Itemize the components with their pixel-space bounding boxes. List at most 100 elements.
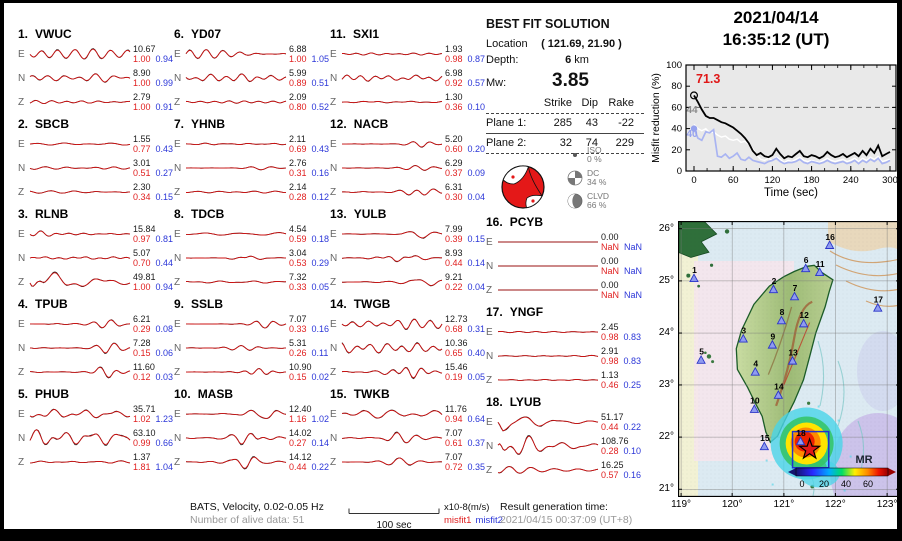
misfit2-value: 0.18 — [311, 234, 330, 244]
channel-label: N — [174, 252, 182, 264]
channel-row: N 2.76 0.31 0.16 — [174, 156, 330, 180]
amplitude-value: 12.73 — [445, 314, 468, 324]
misfit1-value: 0.28 — [289, 192, 307, 202]
plane2-rake: 229 — [615, 137, 634, 149]
map-station-number: 10 — [750, 396, 760, 406]
clvd-item: CLVD 66 % — [566, 192, 609, 210]
channel-label: Z — [174, 96, 181, 108]
channel-label: E — [18, 408, 25, 420]
channel-values: 7.07 0.61 0.37 — [445, 428, 485, 448]
station-number: 10. — [174, 387, 191, 401]
channel-row: E 2.45 0.98 0.83 — [486, 320, 642, 344]
annotation-low-value: 40 — [687, 129, 699, 140]
misfit1-value: 1.00 — [133, 78, 151, 88]
map-station-marker: 10 — [749, 396, 760, 413]
focal-mechanism-beachball-icon — [501, 165, 545, 209]
map-station-marker: 16 — [824, 232, 835, 249]
station-number: 9. — [174, 297, 185, 311]
channel-label: E — [174, 408, 181, 420]
misfit2-value: 0.20 — [467, 144, 486, 154]
misfit1-value: 0.89 — [289, 78, 307, 88]
channel-values: 10.67 1.00 0.94 — [133, 44, 173, 64]
channel-rows: E 7.07 0.33 0.16 N 5.31 0.26 0.11 Z 10.90 … — [174, 312, 330, 384]
channel-label: E — [18, 318, 25, 330]
station-code: YD07 — [191, 27, 222, 41]
clvd-label: CLVD — [587, 191, 610, 201]
channel-values: 2.09 0.80 0.52 — [289, 92, 329, 112]
y-tick-label: 40 — [671, 124, 682, 135]
table-header: Strike Dip Rake — [486, 96, 644, 111]
scalebar-line — [348, 508, 440, 514]
station-panel: 5. PHUB E 35.71 1.02 1.23 N 63.10 0.99 0.66… — [18, 387, 174, 475]
channel-row: Z 9.21 0.22 0.04 — [330, 270, 486, 294]
map-station-marker: 11 — [814, 259, 825, 276]
amplitude-value: 0.00 — [601, 256, 619, 266]
channel-values: 6.88 1.00 1.05 — [289, 44, 329, 64]
map-station-number: 1 — [692, 265, 697, 275]
misfit2-value: 0.40 — [467, 348, 486, 358]
x-tick-label: 120 — [764, 175, 780, 186]
misfit2-value: 0.52 — [311, 102, 330, 112]
map-station-number: 12 — [799, 310, 809, 320]
channel-row: E 15.84 0.97 0.81 — [18, 222, 174, 246]
iso-dot-icon — [566, 153, 583, 157]
misfit1-value: 0.60 — [445, 144, 463, 154]
misfit-series-secondary — [693, 123, 891, 164]
waveform-trace — [497, 378, 599, 381]
waveform-trace — [29, 230, 131, 237]
misfit2-value: 0.37 — [467, 438, 486, 448]
map-station-marker: 12 — [798, 310, 809, 328]
best-fit-solution-panel: BEST FIT SOLUTION Location ( 121.69, 21.… — [486, 17, 644, 220]
misfit2-value: 0.51 — [311, 78, 330, 88]
station-panel: 16. PCYB E 0.00 NaN NaN N 0.00 NaN NaN Z 0.… — [486, 215, 642, 303]
misfit1-value: NaN — [601, 290, 620, 300]
station-panel: 17. YNGF E 2.45 0.98 0.83 N 2.91 0.98 0.83 … — [486, 305, 642, 393]
waveform-trace — [498, 265, 598, 267]
station-map: 1 2 3 4 5 6 7 8 9 10 11 12 13 14 15 16 17 18 MR 0 20 40 60 26°… — [648, 213, 897, 529]
time-scalebar: 100 sec — [348, 503, 440, 529]
channel-row: N 5.07 0.70 0.44 — [18, 246, 174, 270]
x-tick-label: 240 — [843, 175, 859, 186]
channel-label: Z — [174, 186, 181, 198]
misfit1-value: 0.57 — [601, 470, 619, 480]
channel-values: 49.81 1.00 0.94 — [133, 272, 173, 292]
channel-values: 0.00 NaN NaN — [601, 232, 642, 252]
misfit2-value: 1.05 — [311, 54, 330, 64]
station-title: 12. NACB — [330, 117, 486, 132]
channel-row: E 11.76 0.94 0.64 — [330, 402, 486, 426]
station-number: 14. — [330, 297, 347, 311]
channel-row: Z 7.32 0.33 0.05 — [174, 270, 330, 294]
channel-values: 10.90 0.15 0.02 — [289, 362, 329, 382]
misfit1-value: 0.44 — [445, 258, 463, 268]
map-station-number: 13 — [788, 347, 798, 357]
station-panel: 12. NACB E 5.20 0.60 0.20 N 6.29 0.37 0.09 … — [330, 117, 486, 205]
amplitude-value: 7.07 — [445, 452, 463, 462]
channel-label: Z — [18, 96, 25, 108]
channel-label: E — [486, 236, 493, 248]
channel-row: N 7.07 0.61 0.37 — [330, 426, 486, 450]
channel-label: N — [174, 432, 182, 444]
misfit1-value: 1.00 — [133, 282, 151, 292]
misfit1-value: 0.28 — [601, 446, 619, 456]
misfit2-value: 0.94 — [155, 282, 174, 292]
channel-values: 1.93 0.98 0.87 — [445, 44, 485, 64]
amplitude-value: 7.07 — [445, 428, 463, 438]
y-tick-label: 80 — [671, 81, 682, 92]
channel-row: E 51.17 0.44 0.22 — [486, 410, 642, 434]
map-station-number: 6 — [804, 255, 809, 265]
annotation-best-value: 71.3 — [696, 72, 720, 86]
channel-label: E — [18, 228, 25, 240]
channel-label: E — [174, 138, 181, 150]
misfit-series-best-solution — [693, 94, 891, 160]
misfit1-value: NaN — [601, 266, 620, 276]
misfit2-value: 0.06 — [155, 348, 174, 358]
amplitude-value: 35.71 — [133, 404, 156, 414]
channel-row: Z 10.90 0.15 0.02 — [174, 360, 330, 384]
misfit1-value: 0.53 — [289, 258, 307, 268]
channel-row: E 4.54 0.59 0.18 — [174, 222, 330, 246]
map-lat-label: 22° — [658, 431, 674, 443]
channel-label: N — [330, 162, 338, 174]
channel-values: 12.73 0.68 0.31 — [445, 314, 485, 334]
misfit2-value: 0.12 — [311, 192, 330, 202]
station-panel: 13. YULB E 7.99 0.39 0.15 N 8.93 0.44 0.14 … — [330, 207, 486, 295]
